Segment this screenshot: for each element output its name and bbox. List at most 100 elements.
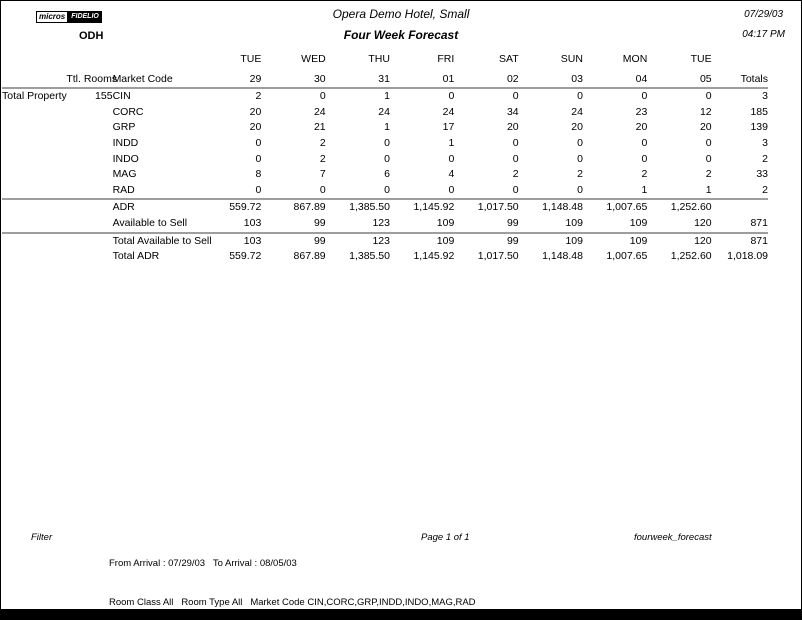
value-cell: 34 — [506, 105, 519, 118]
value-cell: 0 — [577, 136, 583, 149]
market-rows: Total Property 155 CIN 2 0 1 0 0 0 0 0 3… — [2, 88, 768, 201]
value-cell: 0 — [319, 90, 326, 103]
row-total-cell: 139 — [750, 121, 768, 134]
value-cell: 0 — [255, 152, 262, 165]
filter-line-arrival: From Arrival : 07/29/03 To Arrival : 08/… — [109, 558, 297, 569]
value-cell: 99 — [454, 215, 519, 234]
value-cell: 99 — [313, 234, 326, 247]
value-cell: 24 — [571, 105, 583, 118]
table-row: ADR 559.72 867.89 1,385.50 1,145.92 1,01… — [2, 199, 768, 216]
value-cell: 2 — [319, 136, 326, 149]
day-name-header: WED — [301, 53, 326, 65]
value-cell: 0 — [454, 182, 519, 201]
value-cell: 0 — [389, 182, 455, 201]
market-code-header: Market Code — [112, 67, 197, 90]
value-cell: 109 — [436, 234, 455, 247]
value-cell: 120 — [694, 234, 712, 247]
filter-criteria: From Arrival : 07/29/03 To Arrival : 08/… — [109, 531, 730, 619]
report-subtitle: Four Week Forecast — [343, 28, 459, 42]
row-total-cell: 185 — [750, 105, 768, 118]
value-cell: 24 — [378, 105, 390, 118]
row-total-cell: 3 — [762, 136, 768, 149]
value-cell: 1,252.60 — [670, 250, 712, 263]
report-date: 07/29/03 — [744, 9, 784, 20]
value-cell: 2 — [577, 168, 583, 181]
forecast-table: TUE WED THU FRI SAT SUN MON TUE Ttl. Roo… — [2, 52, 768, 265]
table-row: Total Available to Sell 103 99 123 109 9… — [2, 233, 768, 250]
property-code: ODH — [79, 30, 104, 42]
header-center: Opera Demo Hotel, Small Four Week Foreca… — [1, 7, 801, 42]
header-left: micros FIDELIO ODH — [36, 8, 103, 42]
value-cell: 109 — [518, 215, 583, 234]
day-name-header: TUE — [690, 53, 712, 65]
value-cell: 109 — [582, 215, 648, 234]
value-cell: 1 — [647, 182, 712, 201]
value-cell: 12 — [699, 105, 712, 118]
value-cell: 0 — [512, 90, 519, 103]
value-cell: 0 — [577, 90, 583, 103]
market-code-cell: MAG — [112, 168, 137, 181]
value-cell: 2 — [512, 168, 519, 181]
value-cell: 0 — [197, 182, 262, 201]
value-cell: 99 — [261, 215, 326, 234]
day-date-header: 02 — [454, 67, 519, 90]
value-cell: 0 — [384, 152, 390, 165]
ttl-rooms-cell: 155 — [95, 90, 113, 103]
value-cell: 24 — [313, 105, 326, 118]
header-right: 07/29/03 04:17 PM — [742, 9, 785, 40]
totals-header: Totals — [711, 67, 768, 90]
value-cell: 21 — [313, 121, 326, 134]
value-cell: 0 — [518, 182, 583, 201]
value-cell: 4 — [448, 168, 455, 181]
value-cell: 867.89 — [293, 250, 326, 263]
bottom-bar — [1, 609, 801, 619]
report-time: 04:17 PM — [742, 29, 785, 40]
value-cell: 103 — [243, 234, 262, 247]
value-cell: 99 — [506, 234, 519, 247]
row-total-cell: 2 — [711, 182, 768, 201]
summary-label-cell: Available to Sell — [112, 215, 197, 234]
value-cell: 0 — [641, 152, 648, 165]
value-cell: 1,145.92 — [413, 250, 455, 263]
value-cell: 20 — [249, 121, 262, 134]
fidelio-logo-text: FIDELIO — [68, 10, 102, 23]
value-cell: 17 — [442, 121, 455, 134]
value-cell: 109 — [565, 234, 583, 247]
value-cell: 1 — [448, 136, 455, 149]
row-total-cell: 1,018.09 — [727, 250, 768, 263]
value-cell: 2 — [641, 168, 648, 181]
market-code-cell: CIN — [112, 90, 131, 103]
value-cell: 109 — [389, 215, 455, 234]
value-cell: 1,017.50 — [477, 250, 519, 263]
day-name-header: SUN — [560, 53, 583, 65]
row-total-cell: 2 — [762, 152, 768, 165]
value-cell: 1,007.65 — [606, 201, 648, 214]
market-code-cell: INDD — [112, 136, 139, 149]
market-code-cell: INDO — [112, 152, 139, 165]
value-cell: 2 — [319, 152, 326, 165]
value-cell: 23 — [635, 105, 648, 118]
row-total-cell: 3 — [762, 90, 768, 103]
group-label-cell: Total Property — [2, 90, 67, 103]
day-name-header: MON — [622, 53, 648, 65]
market-code-cell: RAD — [112, 182, 197, 201]
value-cell: 20 — [249, 105, 262, 118]
value-cell: 1,148.48 — [542, 201, 583, 214]
value-cell: 1 — [384, 90, 390, 103]
table-row: Total Property 155 CIN 2 0 1 0 0 0 0 0 3 — [2, 88, 768, 105]
table-row: MAG 8 7 6 4 2 2 2 2 33 — [2, 167, 768, 183]
value-cell: 0 — [325, 182, 390, 201]
value-cell: 0 — [705, 136, 712, 149]
value-cell: 1,145.92 — [413, 201, 455, 214]
value-cell: 559.72 — [229, 250, 262, 263]
value-cell: 0 — [448, 152, 455, 165]
value-cell: 867.89 — [293, 201, 326, 214]
table-row: GRP 20 21 1 17 20 20 20 20 139 — [2, 120, 768, 136]
value-cell: 2 — [705, 168, 712, 181]
row-total-cell — [712, 199, 768, 216]
value-cell: 0 — [577, 152, 583, 165]
micros-logo-text: micros — [36, 10, 69, 23]
table-row: Available to Sell 103 99 123 109 99 109 … — [2, 215, 768, 234]
table-row: INDD 0 2 0 1 0 0 0 0 3 — [2, 136, 768, 152]
